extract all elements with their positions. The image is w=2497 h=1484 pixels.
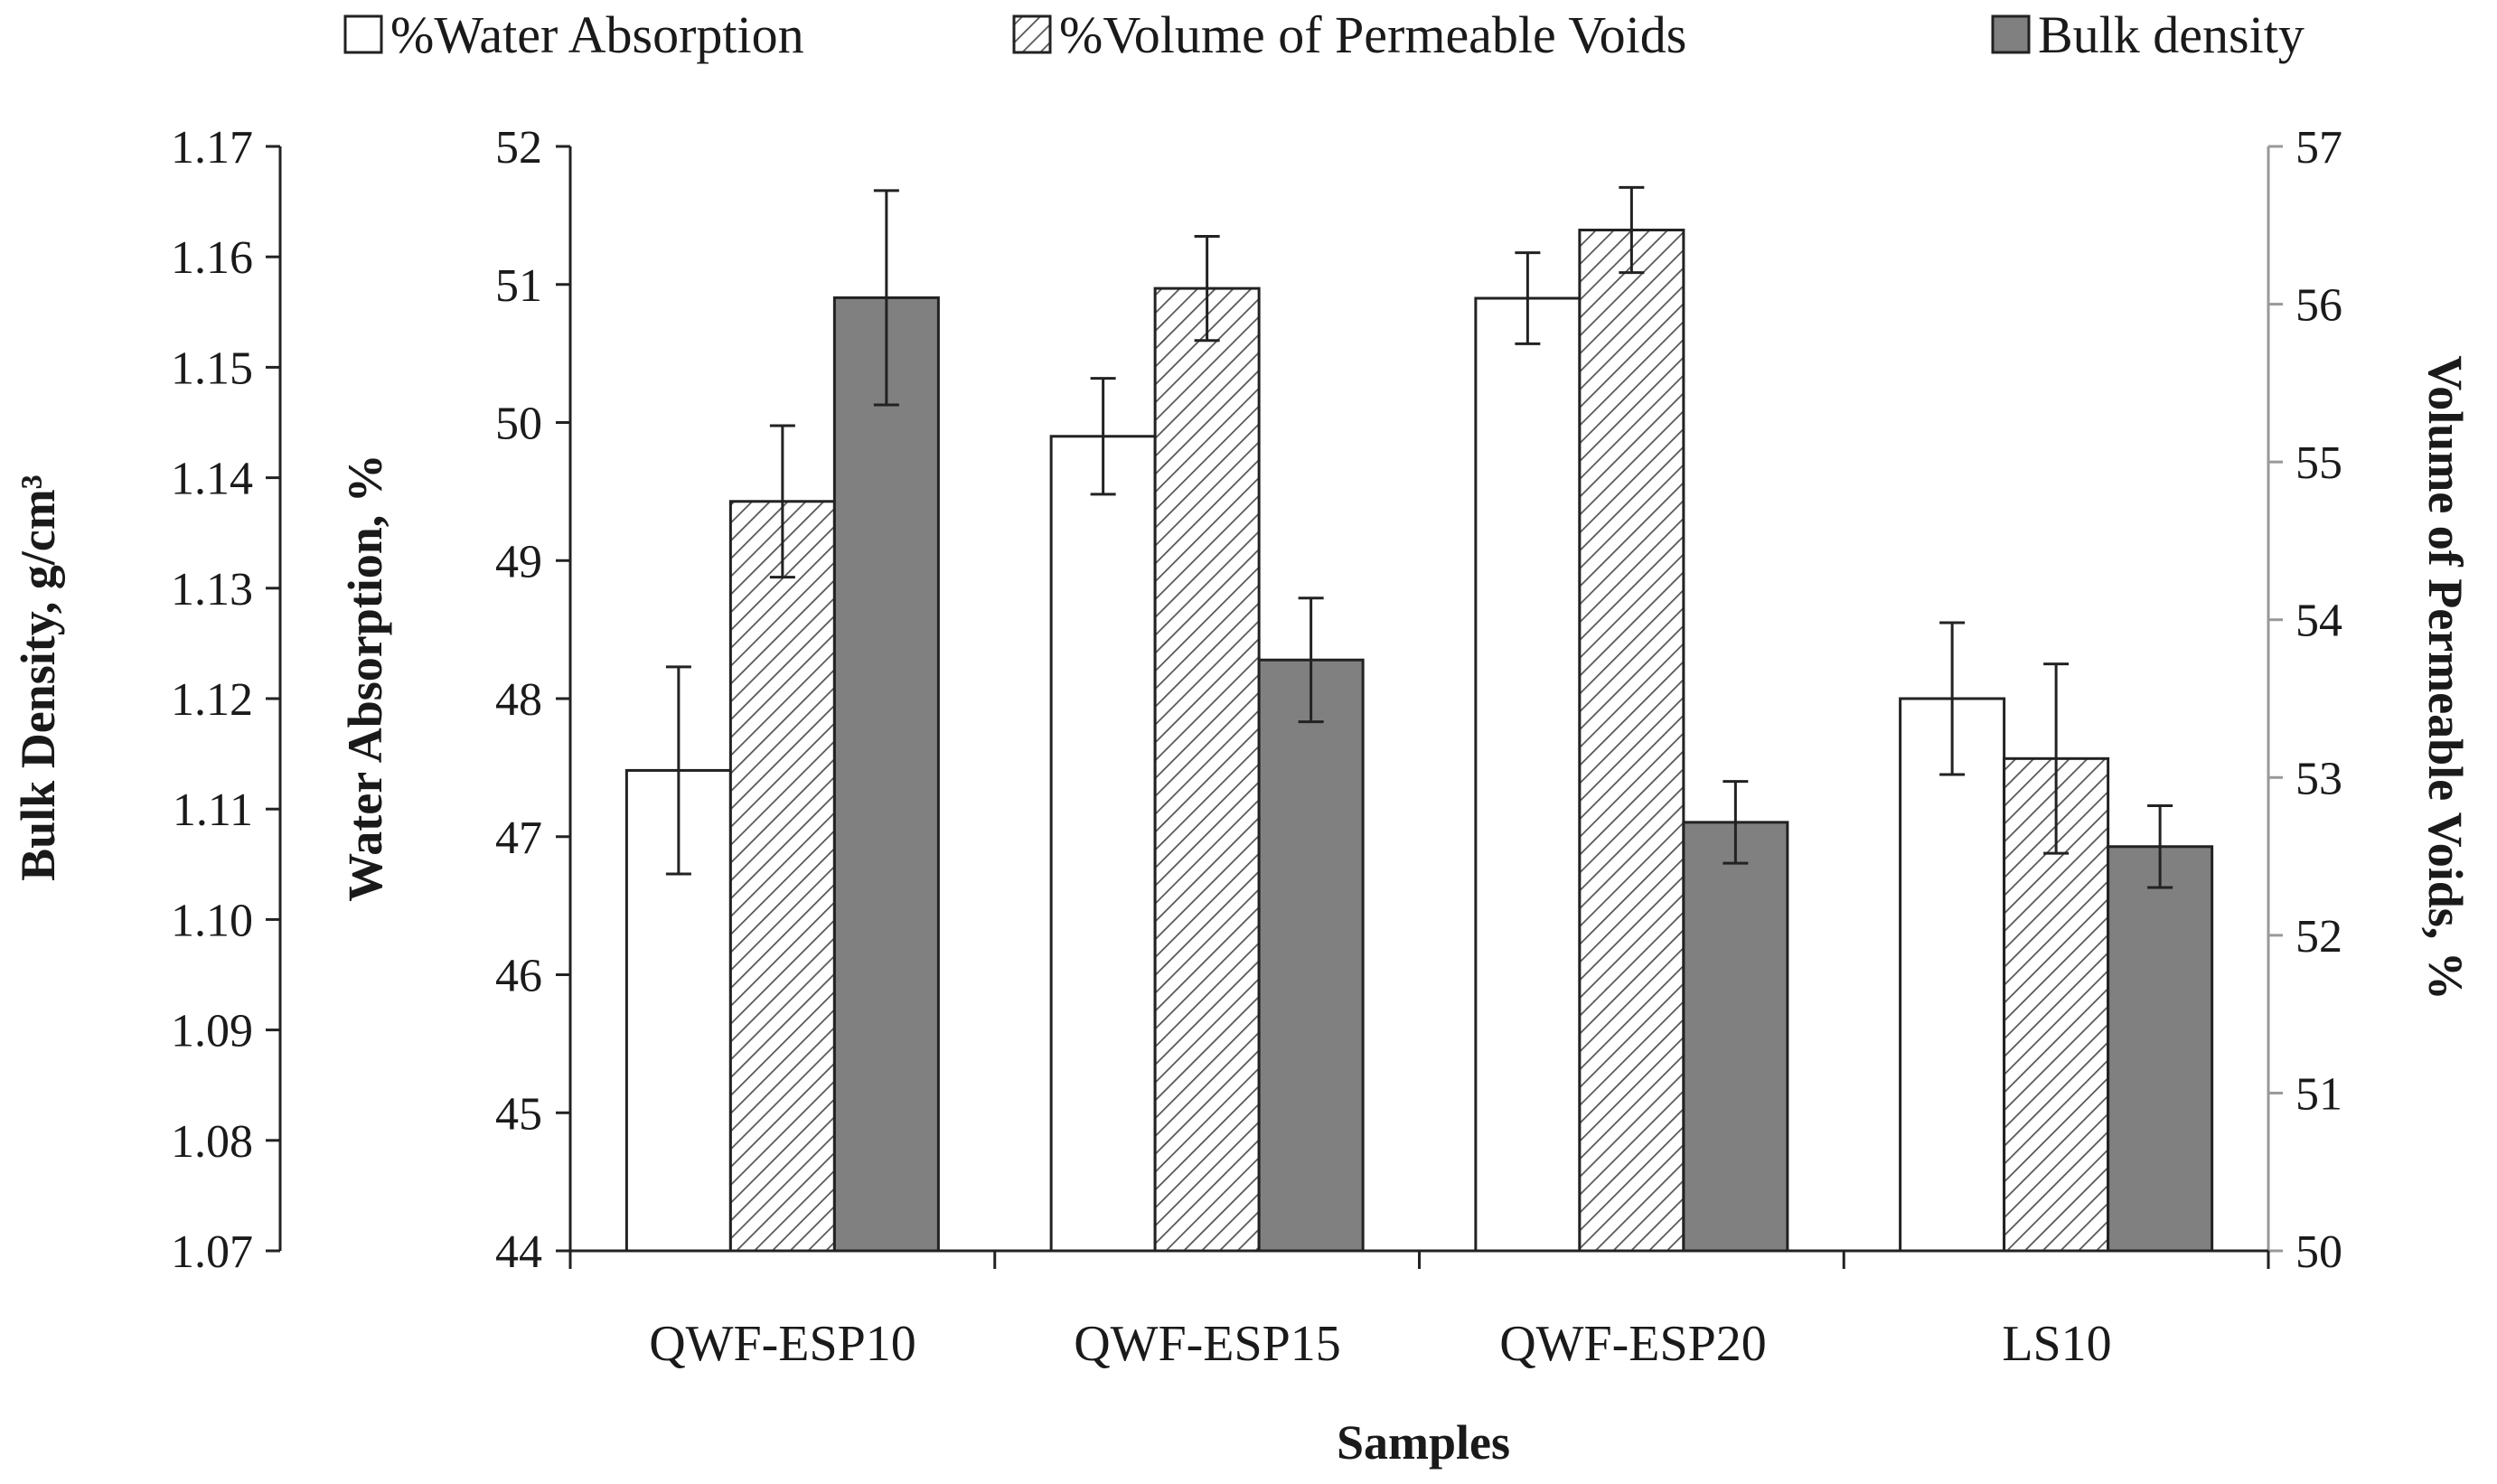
legend-swatch-permeable-voids	[1012, 14, 1052, 54]
x-axis-title: Samples	[1337, 1415, 1510, 1470]
tick-label: 45	[495, 1088, 542, 1140]
category-label-ls10: LS10	[2002, 1316, 2111, 1372]
bars	[624, 185, 2214, 1253]
left-axis-ticks: 44 45 46 47 48 49 50 51 52	[495, 122, 570, 1278]
tick-label: 46	[495, 951, 542, 1002]
x-axis-ticks	[568, 1251, 2270, 1269]
bar-bulk-density	[2107, 845, 2214, 1253]
bar-permeable-voids	[1153, 286, 1261, 1253]
tick-label: 50	[2295, 1226, 2342, 1278]
legend: %Water Absorption %Volume of Permeable V…	[343, 5, 2305, 64]
tick-label: 54	[2295, 596, 2342, 647]
legend-swatch-bulk-density	[1991, 14, 2031, 54]
right-axis-ticks: 50 51 52 53 54 55 56 57	[2268, 122, 2342, 1278]
tick-label: 1.08	[171, 1116, 253, 1168]
bar-permeable-voids	[1578, 229, 1685, 1253]
left-axis-title: Water Absorption, %	[338, 454, 392, 902]
tick-label: 1.12	[171, 674, 253, 726]
bar-bulk-density	[1257, 658, 1365, 1253]
left-outer-axis-title: Bulk Density, g/cm³	[11, 474, 65, 881]
tick-label: 50	[495, 399, 542, 450]
left-outer-axis-ticks: 1.07 1.08 1.09 1.10 1.11 1.12 1.13 1.14 1.15 1.16…	[171, 122, 280, 1278]
bar-permeable-voids	[728, 500, 836, 1253]
bar-water-absorption	[1474, 296, 1582, 1253]
bar-water-absorption	[1899, 697, 2006, 1253]
tick-label: 51	[495, 260, 542, 312]
tick-label: 49	[495, 536, 542, 587]
category-label-qwf-esp10: QWF-ESP10	[649, 1316, 916, 1372]
tick-label: 51	[2295, 1068, 2342, 1120]
tick-label: 1.14	[171, 454, 253, 505]
tick-label: 56	[2295, 280, 2342, 332]
tick-label: 48	[495, 674, 542, 726]
tick-label: 1.16	[171, 232, 253, 284]
tick-label: 1.07	[171, 1226, 253, 1278]
legend-label-permeable-voids: %Volume of Permeable Voids	[1059, 5, 1686, 64]
category-label-qwf-esp15: QWF-ESP15	[1074, 1316, 1341, 1372]
tick-label: 1.11	[173, 784, 253, 836]
tick-label: 1.10	[171, 895, 253, 946]
tick-label: 53	[2295, 753, 2342, 804]
legend-label-water-absorption: %Water Absorption	[390, 5, 804, 64]
bar-bulk-density	[832, 296, 940, 1253]
legend-label-bulk-density: Bulk density	[2038, 5, 2305, 64]
tick-label: 1.17	[171, 122, 253, 174]
tick-label: 57	[2295, 122, 2342, 174]
bar-bulk-density	[1682, 821, 1789, 1253]
category-label-qwf-esp20: QWF-ESP20	[1499, 1316, 1767, 1372]
tick-label: 1.09	[171, 1006, 253, 1057]
bar-water-absorption	[1049, 435, 1157, 1253]
tick-label: 1.13	[171, 564, 253, 615]
tick-label: 44	[495, 1226, 542, 1278]
tick-label: 52	[2295, 911, 2342, 963]
legend-swatch-water-absorption	[343, 14, 383, 54]
tick-label: 1.15	[171, 343, 253, 394]
tick-label: 52	[495, 122, 542, 174]
right-axis-title: Volume of Permeable Voids, %	[2418, 355, 2473, 1000]
tick-label: 55	[2295, 437, 2342, 489]
tick-label: 47	[495, 812, 542, 864]
